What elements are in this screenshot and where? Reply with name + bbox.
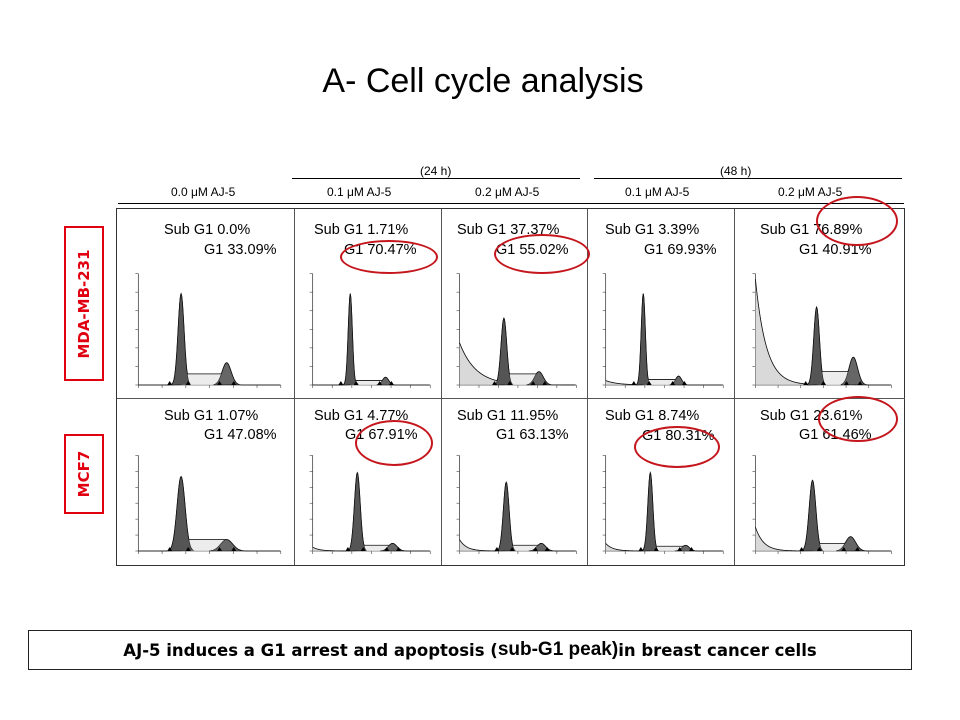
sub-g1-value: Sub G1 8.74% [605, 408, 700, 424]
histogram-drawing [135, 273, 282, 388]
histogram-plot [752, 455, 892, 554]
column-header-5: 0.2 μM AJ-5 [778, 185, 843, 199]
caption-part-2: sub-G1 peak) [497, 639, 619, 660]
highlight-circle [340, 240, 438, 274]
caption-part-3: in breast cancer cells [618, 640, 817, 660]
g1-value: G1 47.08% [204, 427, 277, 443]
histogram-drawing [602, 273, 724, 388]
highlight-circle [634, 426, 720, 468]
highlight-circle [494, 234, 590, 274]
timepoint-48h-bracket [594, 178, 902, 179]
histogram-panel: Sub G1 0.0% G1 33.09% [117, 209, 295, 399]
highlight-circle [355, 420, 433, 466]
histogram-plot [456, 455, 577, 554]
histogram-plot [135, 455, 282, 554]
histogram-plot [602, 273, 724, 388]
histogram-panel: Sub G1 1.07% G1 47.08% [117, 399, 295, 565]
histogram-panel: Sub G1 4.77% G1 67.91% [295, 399, 442, 565]
figure-caption: AJ-5 induces a G1 arrest and apoptosis (… [28, 630, 912, 670]
histogram-drawing [752, 273, 892, 388]
histogram-panel: Sub G1 8.74% G1 80.31% [588, 399, 735, 565]
histogram-grid: Sub G1 0.0% G1 33.09% Sub G1 1.71% G1 70… [116, 208, 905, 566]
column-header-1: 0.0 μM AJ-5 [171, 185, 236, 199]
sub-g1-value: Sub G1 1.71% [314, 222, 409, 238]
histogram-drawing [135, 455, 282, 554]
caption-part-1: AJ-5 induces a G1 arrest and apoptosis ( [123, 640, 498, 660]
sub-g1-value: Sub G1 0.0% [164, 222, 251, 238]
histogram-panel: Sub G1 76.89% G1 40.91% [735, 209, 905, 399]
timepoint-24h: (24 h) [420, 164, 452, 178]
column-header-2: 0.1 μM AJ-5 [327, 185, 392, 199]
highlight-circle [818, 396, 898, 442]
highlight-circle [816, 196, 898, 246]
timepoint-24h-bracket [292, 178, 580, 179]
row-label-mda-mb-231: MDA-MB-231 [64, 226, 104, 381]
histogram-drawing [752, 455, 892, 554]
timepoint-48h: (48 h) [720, 164, 752, 178]
histogram-plot [135, 273, 282, 388]
g1-value: G1 40.91% [799, 242, 872, 258]
histogram-panel: Sub G1 1.71% G1 70.47% [295, 209, 442, 399]
column-header-4: 0.1 μM AJ-5 [625, 185, 690, 199]
histogram-drawing [309, 455, 431, 554]
g1-value: G1 33.09% [204, 242, 277, 258]
histogram-panel: Sub G1 3.39% G1 69.93% [588, 209, 735, 399]
sub-g1-value: Sub G1 11.95% [457, 408, 559, 424]
histogram-drawing [456, 455, 577, 554]
header-rule [118, 203, 904, 204]
g1-value: G1 69.93% [644, 242, 717, 258]
histogram-plot [309, 273, 431, 388]
histogram-drawing [602, 455, 724, 554]
sub-g1-value: Sub G1 1.07% [164, 408, 259, 424]
histogram-plot [602, 455, 724, 554]
histogram-plot [309, 455, 431, 554]
figure-title: A- Cell cycle analysis [322, 62, 644, 100]
histogram-drawing [456, 273, 577, 388]
sub-g1-value: Sub G1 3.39% [605, 222, 700, 238]
histogram-plot [456, 273, 577, 388]
histogram-panel: Sub G1 11.95% G1 63.13% [442, 399, 588, 565]
column-header-3: 0.2 μM AJ-5 [475, 185, 540, 199]
row-label-mcf7: MCF7 [64, 434, 104, 514]
g1-value: G1 63.13% [496, 427, 569, 443]
histogram-plot [752, 273, 892, 388]
histogram-drawing [309, 273, 431, 388]
